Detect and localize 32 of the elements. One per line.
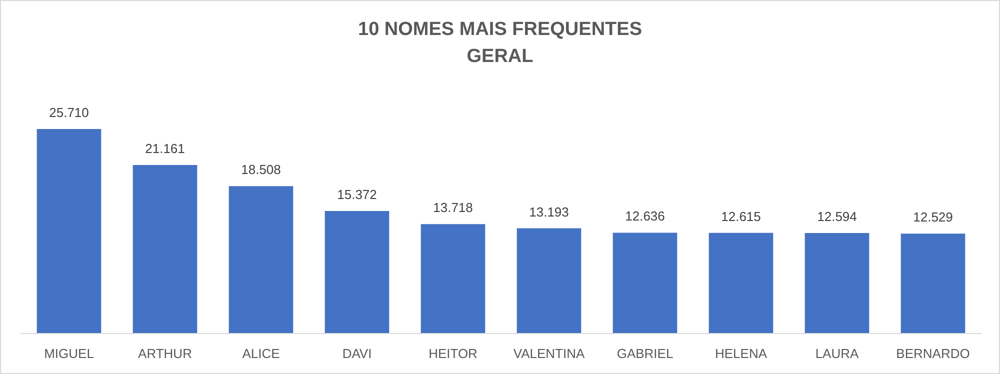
data-label: 15.372: [337, 187, 377, 202]
bar: [228, 186, 294, 333]
x-tick-label: ALICE: [242, 346, 280, 361]
x-tick-label: ARTHUR: [138, 346, 192, 361]
x-tick-label: BERNARDO: [896, 346, 970, 361]
x-tick-label: HELENA: [714, 346, 768, 361]
chart-title: 10 NOMES MAIS FREQUENTES: [358, 19, 642, 40]
chart-subtitle: GERAL: [466, 46, 534, 67]
bar: [708, 232, 774, 333]
bar: [516, 228, 582, 333]
bar: [324, 211, 390, 333]
bar: [420, 224, 486, 333]
data-label: 12.615: [721, 208, 761, 224]
x-tick-label: VALENTINA: [513, 346, 585, 361]
x-tick-label: LAURA: [815, 346, 859, 361]
data-label: 12.529: [913, 210, 953, 225]
data-label: 12.636: [625, 208, 665, 224]
x-tick-label: DAVI: [342, 346, 372, 361]
bar: [36, 128, 102, 333]
bar: [132, 165, 198, 333]
data-label: 13.718: [433, 200, 473, 216]
x-tick-label: MIGUEL: [44, 346, 94, 361]
data-label: 18.508: [241, 162, 281, 178]
bar: [900, 234, 966, 333]
bar: [612, 232, 678, 333]
data-label: 12.594: [817, 209, 857, 224]
data-label: 21.161: [145, 141, 185, 156]
data-label: 13.193: [529, 204, 569, 220]
bar: [804, 233, 870, 333]
x-tick-label: GABRIEL: [616, 346, 674, 361]
data-label: 25.710: [49, 104, 89, 120]
x-tick-label: HEITOR: [428, 346, 478, 361]
